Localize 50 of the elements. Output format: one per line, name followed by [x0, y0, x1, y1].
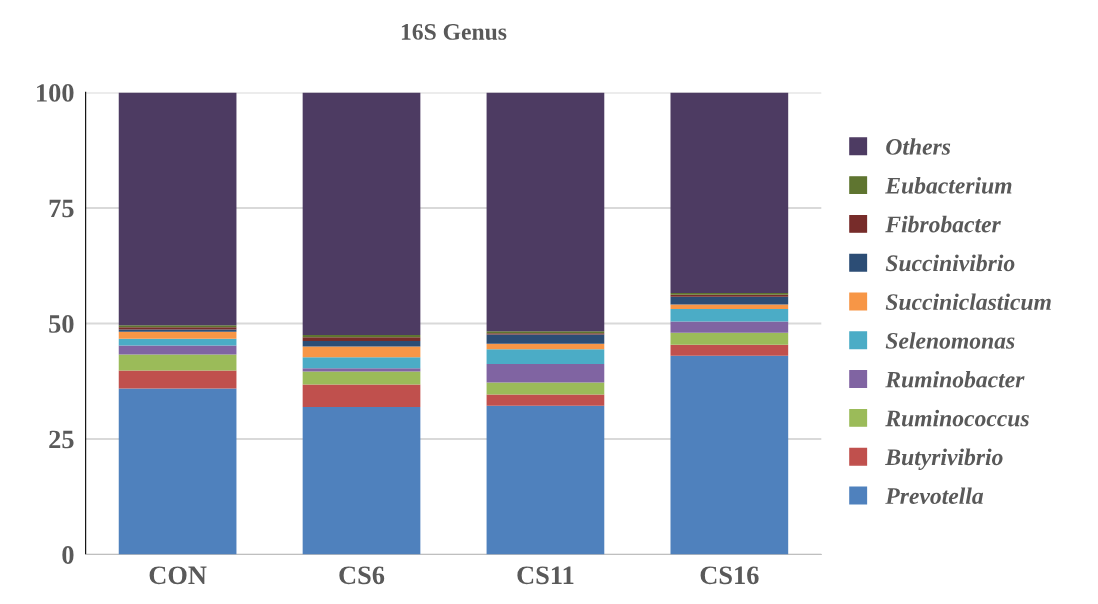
bar [486, 334, 605, 344]
x-tick-label: CS16 [700, 566, 759, 585]
bar [302, 371, 421, 385]
chart-title: 16S Genus [401, 24, 507, 40]
legend-label: Selenomonas [885, 332, 1015, 349]
bar [486, 382, 605, 395]
bar [670, 304, 789, 310]
bar [670, 344, 789, 356]
bar [302, 407, 421, 555]
legend-label: Ruminobacter [885, 370, 1025, 388]
legend-label: Butyrivibrio [885, 448, 1003, 471]
bar [486, 405, 605, 555]
bar [670, 92, 789, 293]
bar [302, 368, 421, 372]
bar [302, 346, 421, 358]
y-tick-label: 0 [62, 546, 74, 564]
legend-label: Ruminococcus [885, 409, 1029, 427]
bar [118, 354, 237, 371]
bar [486, 343, 605, 350]
bar [118, 370, 237, 389]
legend-label: Succiniclasticum [885, 293, 1051, 311]
bar [302, 341, 421, 347]
bar [118, 331, 237, 339]
bar [670, 332, 789, 345]
y-tick-label: 25 [49, 430, 74, 449]
x-tick-label: CS11 [517, 566, 574, 585]
y-tick-label: 100 [37, 84, 74, 102]
legend-label: Eubacterium [885, 177, 1012, 194]
bar [486, 92, 605, 332]
bar [670, 309, 789, 322]
bar [118, 338, 237, 346]
legend-label: Prevotella [885, 487, 984, 505]
bar [118, 388, 237, 555]
x-tick-label: CS6 [339, 566, 385, 585]
bar [302, 92, 421, 335]
legend-label: Fibrobacter [885, 215, 1001, 233]
legend-label: Succinivibrio [885, 254, 1015, 272]
bar [670, 355, 789, 555]
y-tick-label: 75 [49, 199, 74, 218]
bar [118, 92, 237, 326]
bar [302, 357, 421, 369]
bar [486, 364, 605, 383]
y-tick-label: 50 [49, 315, 74, 333]
bar [486, 394, 605, 406]
bar [670, 321, 789, 333]
bar [118, 345, 237, 355]
legend-label: Others [886, 138, 951, 155]
x-tick-label: CON [149, 566, 207, 585]
bar [486, 349, 605, 365]
bar [302, 384, 421, 408]
